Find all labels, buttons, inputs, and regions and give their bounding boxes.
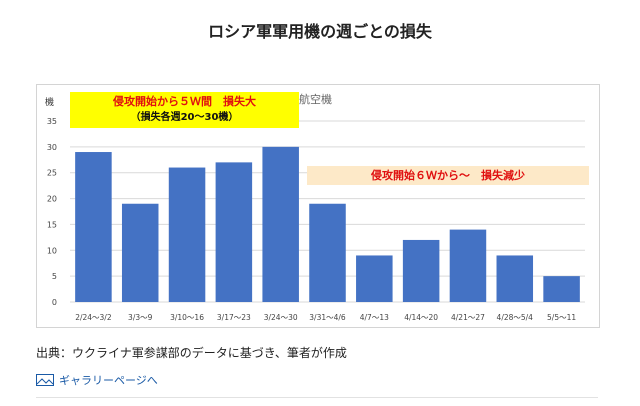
image-icon [36, 374, 54, 386]
annotation-early-losses: 侵攻開始から５Ｗ間 損失大 （損失各週20～30機） [70, 92, 299, 128]
bars [75, 146, 580, 302]
x-tick-label: 4/14～20 [404, 313, 438, 322]
x-tick-label: 3/31～4/6 [309, 313, 346, 322]
bar-chart: 0 5 10 15 20 25 30 35 2/24～3/2 3/3～9 3/10～16 3/17～… [45, 92, 585, 322]
y-tick-label: 25 [47, 169, 57, 178]
y-tick-label: 30 [47, 143, 57, 152]
x-axis-ticks: 2/24～3/2 3/3～9 3/10～16 3/17～23 3/24～30 3/31～4… [75, 313, 576, 322]
y-axis-ticks: 0 5 10 15 20 25 30 35 [47, 117, 57, 307]
bar [168, 167, 206, 302]
bar [262, 146, 299, 302]
x-tick-label: 4/21～27 [451, 313, 485, 322]
x-tick-label: 3/17～23 [217, 313, 251, 322]
x-tick-label: 3/10～16 [170, 313, 204, 322]
y-tick-label: 15 [47, 220, 57, 229]
bar [402, 239, 440, 302]
bar [449, 229, 487, 302]
annotation-early-losses-line1: 侵攻開始から５Ｗ間 損失大 [113, 95, 256, 108]
bar [309, 203, 346, 302]
y-tick-label: 35 [47, 117, 57, 126]
bar [75, 152, 112, 302]
chart-frame: 0 5 10 15 20 25 30 35 2/24～3/2 3/3～9 3/10～16 3/17～… [36, 84, 600, 328]
y-tick-label: 0 [52, 298, 57, 307]
y-tick-label: 20 [47, 195, 57, 204]
x-tick-label: 5/5～11 [547, 313, 576, 322]
gallery-link-label[interactable]: ギャラリーページへ [59, 374, 158, 387]
gallery-link[interactable]: ギャラリーページへ [36, 372, 158, 388]
annotation-early-losses-line2: （損失各週20～30機） [130, 112, 239, 123]
divider [36, 397, 598, 398]
x-tick-label: 4/28～5/4 [497, 313, 534, 322]
x-tick-label: 3/3～9 [128, 313, 153, 322]
series-name-label: 航空機 [299, 92, 332, 106]
y-tick-label: 10 [47, 246, 57, 255]
y-tick-label: 5 [52, 272, 57, 281]
page-title: ロシア軍軍用機の週ごとの損失 [208, 22, 432, 41]
bar [543, 276, 580, 302]
source-caption: 出典：ウクライナ軍参謀部のデータに基づき、筆者が作成 [36, 346, 347, 360]
bar [496, 255, 534, 302]
x-tick-label: 2/24～3/2 [75, 313, 112, 322]
y-axis-unit-label: 機 [45, 96, 54, 108]
x-tick-label: 4/7～13 [360, 313, 389, 322]
bar [121, 203, 159, 302]
annotation-decline: 侵攻開始６Ｗから～ 損失減少 [307, 166, 589, 185]
bar [356, 255, 393, 302]
bar [215, 162, 253, 302]
x-tick-label: 3/24～30 [264, 313, 298, 322]
